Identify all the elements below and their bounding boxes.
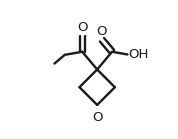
Text: OH: OH [129, 48, 149, 61]
Text: O: O [92, 111, 102, 124]
Text: O: O [77, 21, 88, 34]
Text: O: O [96, 25, 107, 38]
